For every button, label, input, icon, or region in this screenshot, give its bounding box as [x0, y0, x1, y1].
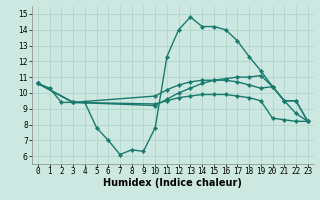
X-axis label: Humidex (Indice chaleur): Humidex (Indice chaleur)	[103, 178, 242, 188]
